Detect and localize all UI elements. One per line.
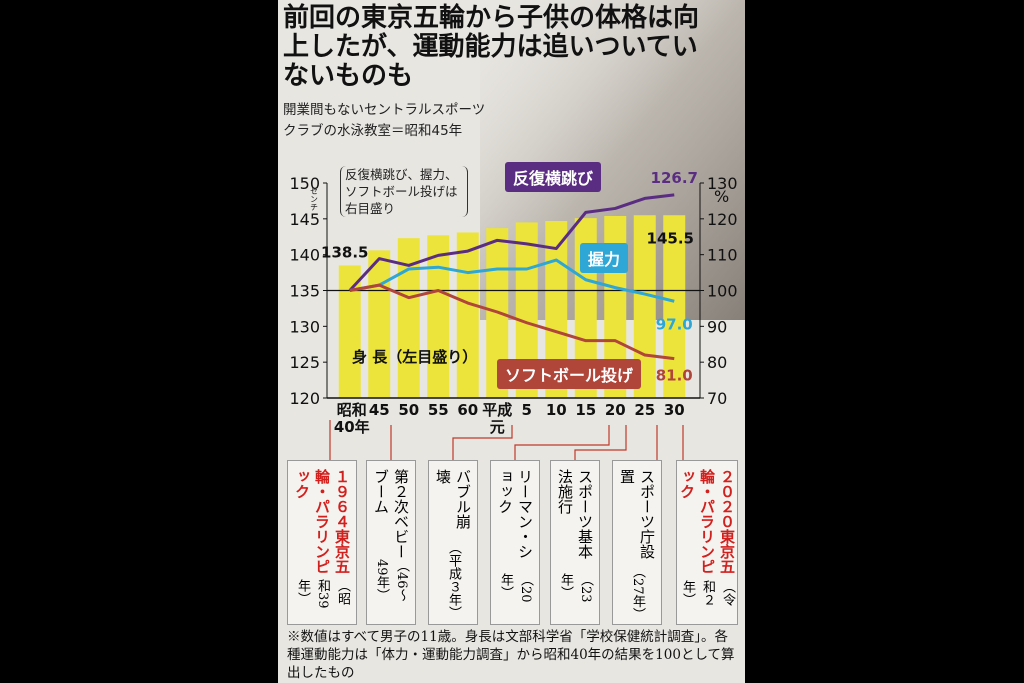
event-box: ２０２０東京五輪・パラリンピック （令和２年） [676, 460, 738, 625]
x-tick-label: 昭和 40年 [333, 401, 370, 436]
bar [397, 238, 420, 398]
y-unit: センチ [310, 187, 319, 211]
y-tick-label: 125 [289, 353, 320, 372]
connectors [329, 420, 684, 460]
event-date: （昭和39年） [295, 578, 350, 609]
line [349, 258, 675, 303]
x-tick-label: 10 [545, 401, 567, 419]
x-tick-label: 45 [368, 401, 390, 419]
x-tick-label: 20 [604, 401, 626, 419]
x-tick-label: 50 [398, 401, 420, 419]
value-label: 145.5 [647, 229, 694, 247]
connector [574, 425, 627, 460]
bar [456, 232, 479, 398]
event-label: １９６４東京五輪・パラリンピック [293, 469, 351, 574]
y2-tick-label: 100 [707, 282, 738, 301]
line [348, 193, 675, 292]
event-box: バブル崩壊 （平成３年） [428, 460, 478, 625]
connector [452, 425, 513, 460]
value-label: 138.5 [321, 243, 368, 261]
event-date: （46～49年） [374, 559, 409, 602]
series-label: 身 長（左目盛り） [352, 348, 477, 366]
event-label: バブル崩壊 [434, 469, 472, 529]
y-tick-label: 140 [289, 246, 320, 265]
value-label: 97.0 [656, 315, 693, 333]
y2-tick-label: 70 [707, 389, 727, 408]
event-date: （27年） [630, 565, 645, 621]
event-date: （令和２年） [680, 579, 735, 606]
line [349, 283, 675, 361]
note: 反復横跳び、握力、ソフトボール投げは右目盛り [340, 166, 468, 217]
event-date: （23年） [558, 573, 593, 603]
series-label: 握力 [580, 243, 629, 273]
event-label: 第２次ベビーブーム [372, 469, 410, 559]
x-tick-label: 25 [634, 401, 656, 419]
value-label: 81.0 [656, 367, 693, 385]
x-tick-label: 平成 元 [482, 401, 513, 436]
event-label: スポーツ基本法施行 [556, 469, 594, 559]
x-tick-label: 15 [575, 401, 597, 419]
bar [338, 265, 361, 398]
event-date: （20年） [498, 573, 533, 603]
footnote: ※数値はすべて男子の11歳。身長は文部科学省「学校保健統計調査」。各種運動能力は… [287, 629, 735, 681]
y2-tick-label: 120 [707, 210, 738, 229]
bar [368, 250, 391, 398]
series-label: ソフトボール投げ [497, 359, 642, 389]
y2-unit: % [714, 187, 729, 206]
y-tick-label: 145 [289, 210, 320, 229]
title: 前回の東京五輪から子供の体格は向上したが、運動能力は追いついていないものも [283, 3, 700, 91]
bar [427, 235, 450, 398]
event-box: リーマン・ショック （20年） [490, 460, 540, 625]
y2-tick-label: 110 [707, 246, 738, 265]
series-label: 反復横跳び [505, 162, 602, 192]
event-box: スポーツ庁設置 （27年） [612, 460, 662, 625]
x-tick-label: 60 [457, 401, 479, 419]
bar [663, 215, 686, 398]
event-box: スポーツ基本法施行 （23年） [550, 460, 600, 625]
y2-tick-label: 90 [707, 317, 727, 336]
y-tick-label: 135 [289, 282, 320, 301]
connector [514, 425, 610, 460]
event-label: ２０２０東京五輪・パラリンピック [678, 469, 736, 574]
x-tick-label: 30 [663, 401, 685, 419]
y-tick-label: 120 [289, 389, 320, 408]
x-tick-label: 5 [521, 401, 532, 419]
event-date: （平成３年） [446, 541, 461, 620]
y-tick-label: 150 [289, 174, 320, 193]
x-tick-label: 55 [427, 401, 449, 419]
y-tick-label: 130 [289, 317, 320, 336]
value-label: 126.7 [651, 169, 698, 187]
event-box: 第２次ベビーブーム （46～49年） [366, 460, 416, 625]
event-label: スポーツ庁設置 [618, 469, 656, 559]
photo-caption: 開業間もないセントラルスポーツクラブの水泳教室＝昭和45年 [283, 102, 486, 139]
y2-tick-label: 130 [707, 174, 738, 193]
event-box: １９６４東京五輪・パラリンピック （昭和39年） [287, 460, 357, 625]
event-label: リーマン・ショック [496, 469, 534, 559]
y2-tick-label: 80 [707, 353, 727, 372]
